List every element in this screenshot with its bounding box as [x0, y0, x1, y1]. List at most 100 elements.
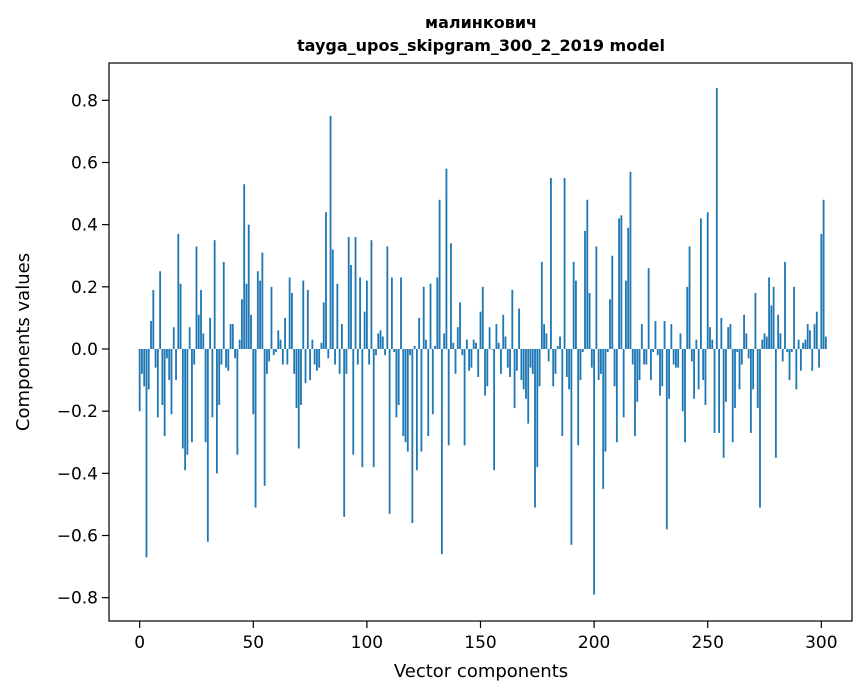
bar — [774, 348, 777, 458]
bar — [824, 336, 827, 349]
bar — [799, 348, 802, 371]
bar — [445, 168, 448, 349]
bar — [675, 348, 677, 368]
bar — [350, 265, 352, 349]
bar — [386, 246, 389, 349]
bar — [338, 348, 341, 374]
bar — [761, 339, 764, 349]
bar — [770, 305, 773, 349]
bar — [650, 348, 652, 381]
x-tick-label: 0 — [134, 633, 145, 653]
bar — [720, 317, 723, 349]
bar — [638, 348, 641, 381]
bar — [377, 333, 380, 349]
bar — [268, 348, 271, 362]
bar — [302, 280, 305, 349]
bar — [643, 348, 646, 365]
bar — [295, 348, 298, 409]
x-tick-label: 200 — [578, 633, 610, 653]
bar — [393, 348, 396, 353]
bar — [447, 348, 450, 446]
bar — [504, 336, 507, 349]
bar — [395, 348, 398, 418]
bar — [640, 324, 643, 349]
bar — [709, 327, 711, 349]
bar — [152, 289, 155, 349]
bar — [254, 348, 257, 508]
bar — [281, 348, 284, 365]
bar — [752, 348, 755, 390]
bar — [672, 348, 675, 365]
bar — [186, 348, 189, 455]
bar — [291, 293, 293, 349]
bar — [713, 348, 716, 433]
bar — [790, 348, 793, 353]
bar — [779, 333, 782, 349]
bar — [784, 261, 786, 349]
bar — [768, 277, 770, 349]
bar — [390, 277, 393, 349]
bar — [427, 348, 430, 437]
bar — [361, 348, 364, 468]
bar — [652, 348, 655, 353]
bar — [200, 289, 202, 349]
bar — [297, 348, 300, 449]
bar — [645, 348, 648, 365]
bar — [193, 348, 196, 365]
bar — [352, 348, 355, 455]
plot-frame — [108, 62, 853, 622]
bar — [327, 348, 330, 359]
bar — [220, 348, 223, 365]
bar — [625, 280, 627, 349]
bar — [275, 348, 277, 353]
bar — [286, 348, 289, 365]
bar — [534, 348, 536, 508]
bar — [681, 348, 684, 412]
bar — [559, 336, 561, 349]
y-axis-label: Components values — [13, 253, 34, 431]
bar — [309, 348, 311, 381]
bar — [695, 339, 698, 349]
bar — [313, 348, 316, 365]
bar — [256, 271, 259, 349]
bar — [181, 348, 184, 449]
bar — [270, 286, 273, 349]
bar — [629, 171, 632, 349]
bar — [797, 339, 800, 349]
y-tick-label: −0.6 — [57, 527, 98, 547]
bar — [354, 237, 357, 349]
bar — [306, 289, 309, 349]
bar — [231, 324, 234, 349]
bar — [602, 348, 605, 489]
bar — [431, 348, 434, 415]
bar — [563, 178, 566, 349]
bar — [793, 286, 795, 349]
bar — [727, 327, 730, 349]
bar — [191, 348, 193, 443]
bar — [552, 348, 555, 387]
bar — [509, 348, 511, 377]
bar — [765, 336, 768, 349]
bar — [470, 348, 473, 368]
bar — [436, 277, 439, 349]
y-tick-label: −0.4 — [57, 464, 98, 484]
bar — [161, 348, 164, 405]
bar — [493, 348, 496, 471]
bar — [227, 348, 230, 371]
bar — [402, 348, 405, 437]
bar — [661, 348, 664, 387]
bar — [147, 348, 150, 390]
bar — [229, 324, 232, 349]
bar — [506, 348, 509, 368]
bar — [138, 348, 141, 412]
bar — [781, 348, 784, 362]
bar — [381, 336, 384, 349]
bar — [179, 283, 182, 349]
bar — [336, 283, 339, 349]
bar — [570, 348, 573, 545]
bar — [699, 218, 702, 349]
bar — [654, 321, 657, 349]
bar — [568, 348, 571, 390]
bar — [818, 348, 820, 368]
bar — [759, 348, 761, 508]
